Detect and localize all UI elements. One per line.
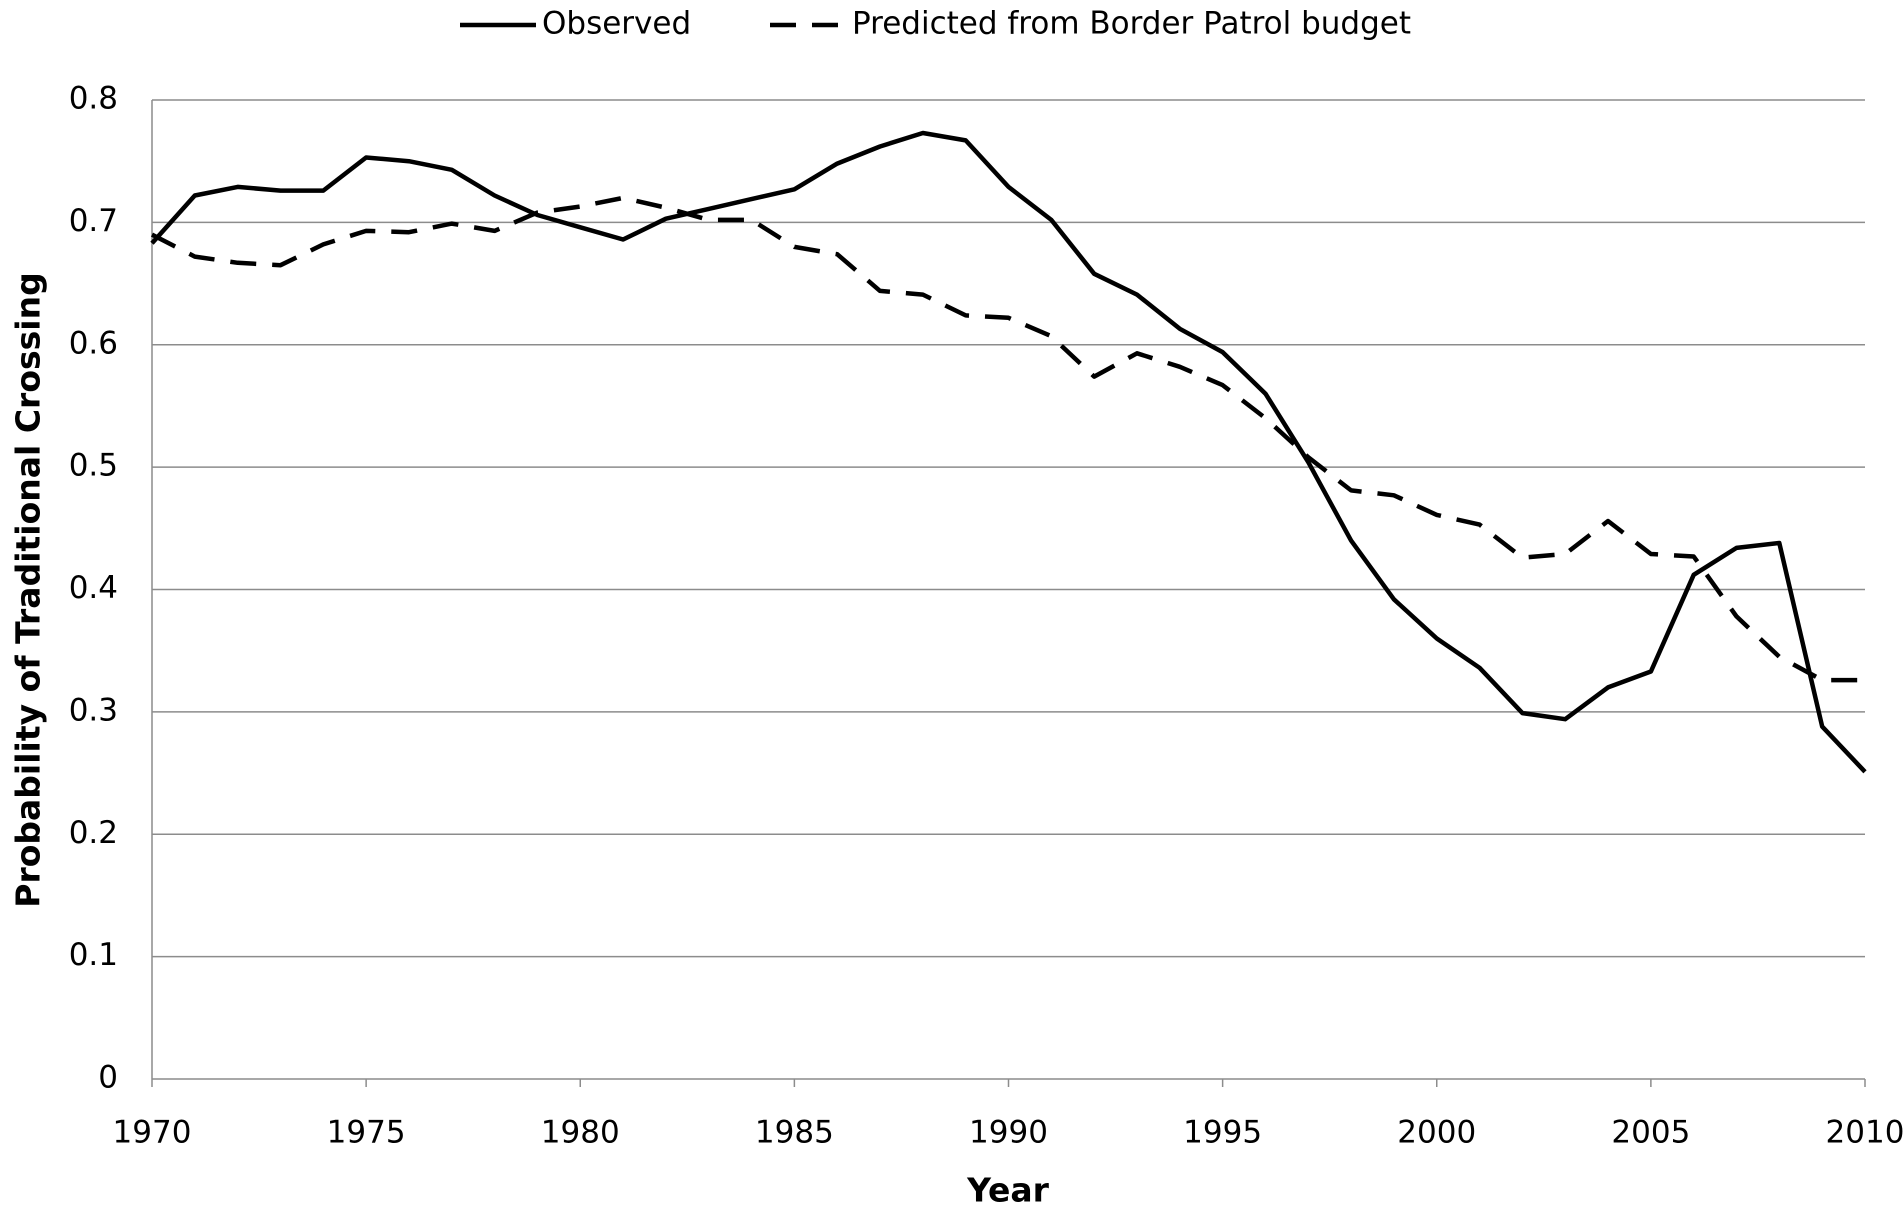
x-tick-label: 1975 bbox=[327, 1115, 406, 1151]
y-tick-label: 0.5 bbox=[69, 448, 118, 484]
x-tick-label: 2010 bbox=[1826, 1115, 1903, 1151]
y-tick-label: 0.2 bbox=[69, 815, 118, 851]
legend-label: Predicted from Border Patrol budget bbox=[852, 6, 1411, 42]
y-tick-label: 0.3 bbox=[69, 692, 118, 728]
y-tick-label: 0.6 bbox=[69, 325, 118, 361]
line-series bbox=[150, 130, 1867, 774]
x-tick-label: 1980 bbox=[541, 1115, 620, 1151]
y-tick-label: 0.8 bbox=[69, 81, 118, 117]
x-tick-label: 1990 bbox=[969, 1115, 1048, 1151]
x-tick-label: 2005 bbox=[1611, 1115, 1690, 1151]
x-tick-label: 2000 bbox=[1397, 1115, 1476, 1151]
x-tick-label: 1970 bbox=[113, 1115, 192, 1151]
x-tick-label: 1995 bbox=[1183, 1115, 1262, 1151]
y-tick-label: 0.4 bbox=[69, 570, 118, 606]
y-tick-label: 0.7 bbox=[69, 203, 118, 239]
y-tick-label: 0 bbox=[98, 1060, 118, 1096]
x-tick-label: 1985 bbox=[755, 1115, 834, 1151]
y-tick-label: 0.1 bbox=[69, 937, 118, 973]
x-axis-title: Year bbox=[966, 1171, 1050, 1210]
line-series bbox=[150, 195, 1865, 683]
y-axis-title: Probability of Traditional Crossing bbox=[9, 272, 48, 907]
legend-label: Observed bbox=[542, 6, 691, 42]
